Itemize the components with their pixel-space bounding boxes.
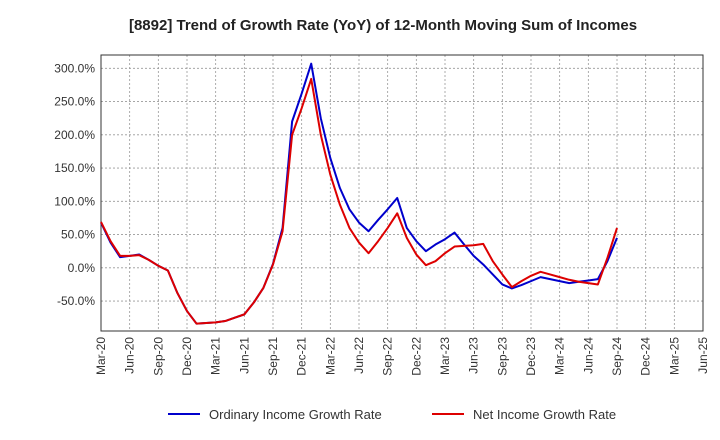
x-tick-label: Mar-23	[438, 337, 452, 375]
x-tick-label: Dec-21	[295, 337, 309, 376]
series-line-net-income	[100, 77, 618, 325]
y-tick-label: 250.0%	[54, 95, 95, 109]
x-tick-label: Mar-21	[209, 337, 223, 375]
x-tick-label: Jun-24	[581, 337, 595, 374]
x-tick-label: Mar-24	[553, 337, 567, 375]
y-tick-labels: 300.0% 250.0% 200.0% 150.0% 100.0% 50.0% 0.0% -…	[54, 61, 95, 308]
x-tick-label: Mar-22	[323, 337, 337, 375]
x-tick-label: Dec-23	[524, 337, 538, 376]
x-tick-labels: Mar-20 Jun-20 Sep-20 Dec-20 Mar-21 Jun-21 Sep-…	[94, 337, 710, 376]
y-tick-label: 150.0%	[54, 161, 95, 175]
x-tick-label: Jun-22	[352, 337, 366, 374]
x-tick-label: Sep-22	[381, 337, 395, 376]
x-tick-label: Sep-24	[610, 337, 624, 376]
chart-title: [8892] Trend of Growth Rate (YoY) of 12-…	[129, 17, 637, 34]
grid-lines	[100, 55, 704, 331]
series-lines	[100, 62, 618, 325]
x-tick-label: Jun-25	[696, 337, 710, 374]
plot-border	[100, 54, 704, 332]
x-tick-label: Sep-23	[495, 337, 509, 376]
x-tick-label: Dec-22	[409, 337, 423, 376]
x-tick-label: Mar-20	[94, 337, 108, 375]
x-tick-label: Sep-20	[151, 337, 165, 376]
x-tick-label: Jun-20	[123, 337, 137, 374]
legend: Ordinary Income Growth Rate Net Income Gr…	[168, 407, 616, 422]
x-tick-label: Jun-21	[237, 337, 251, 374]
y-tick-label: 200.0%	[54, 128, 95, 142]
x-tick-label: Dec-24	[639, 337, 653, 376]
y-tick-label: -50.0%	[57, 294, 95, 308]
y-tick-label: 100.0%	[54, 194, 95, 208]
legend-ordinary-income-label: Ordinary Income Growth Rate	[209, 407, 382, 422]
x-tick-label: Jun-23	[467, 337, 481, 374]
y-tick-label: 50.0%	[61, 228, 95, 242]
axes	[100, 54, 704, 332]
y-tick-label: 0.0%	[68, 261, 96, 275]
y-tick-label: 300.0%	[54, 61, 95, 75]
x-tick-label: Dec-20	[180, 337, 194, 376]
legend-net-income-label: Net Income Growth Rate	[473, 407, 616, 422]
x-tick-label: Sep-21	[266, 337, 280, 376]
x-tick-label: Mar-25	[667, 337, 681, 375]
